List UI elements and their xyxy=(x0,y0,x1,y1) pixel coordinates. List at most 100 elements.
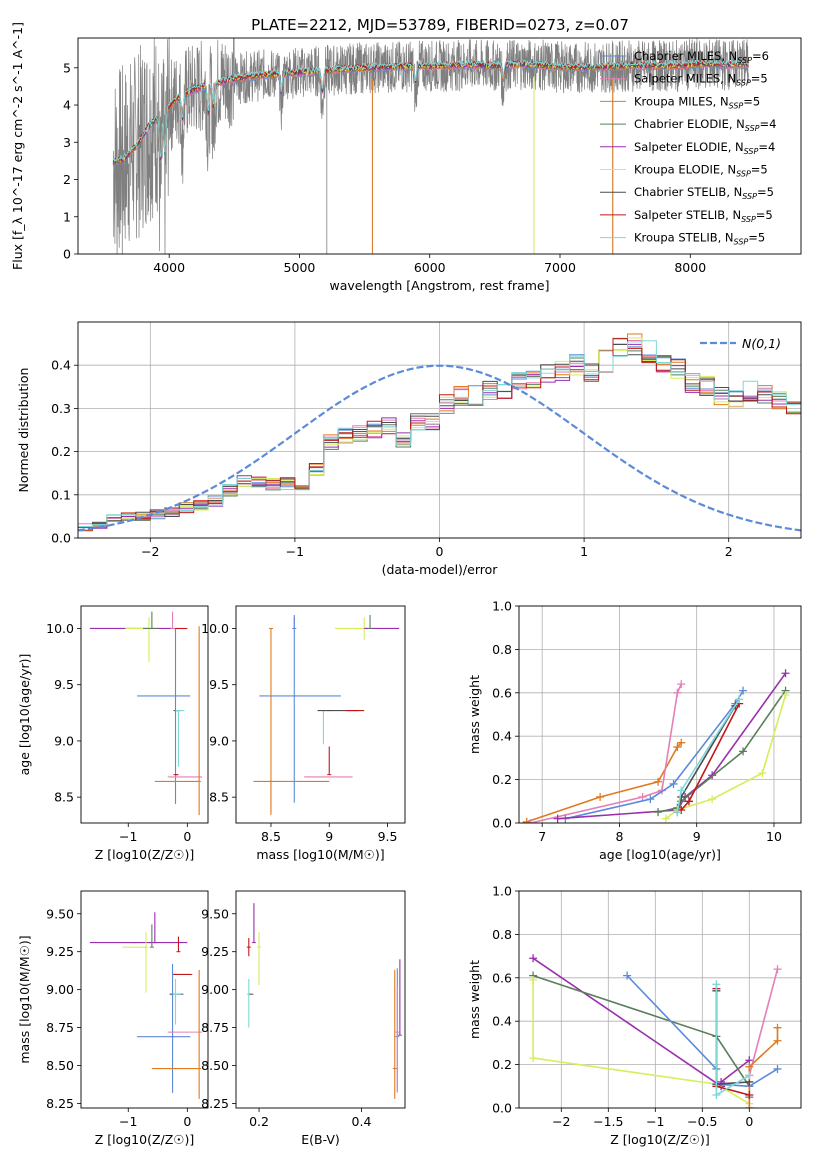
plus-marker xyxy=(708,771,717,780)
plus-marker xyxy=(773,965,782,974)
plot-area xyxy=(78,333,801,532)
y-tick-label: 9.0 xyxy=(209,733,229,748)
plus-marker xyxy=(745,1104,754,1108)
legend-label: Chabrier STELIB, NSSP=5 xyxy=(634,185,774,201)
plus-marker xyxy=(654,777,663,786)
plot-area xyxy=(529,954,782,1108)
x-tick-label: 9.5 xyxy=(378,829,398,844)
axes-frame xyxy=(77,321,802,539)
x-tick-label: 1 xyxy=(580,544,588,559)
spectrum-panel: 4000 5000 6000 7000 8000 0 1 2 3 4 5 wavelength [An… xyxy=(10,22,802,293)
x-tick-label: −1 xyxy=(119,829,137,844)
error-bar-point xyxy=(152,912,157,944)
y-tick-label: 8.25 xyxy=(46,1096,74,1111)
plus-marker xyxy=(673,743,682,752)
y-tick-label: 8.5 xyxy=(54,790,74,805)
x-axis-label: Z [log10(Z/Z☉)] xyxy=(610,1132,710,1147)
plus-marker xyxy=(529,975,538,984)
plus-marker xyxy=(677,680,686,689)
histogram-step xyxy=(78,337,801,531)
plot-area xyxy=(89,611,203,816)
y-tick-label: 10.0 xyxy=(46,621,74,636)
gaussian-curve xyxy=(78,364,801,532)
x-tick-label: 7 xyxy=(538,829,546,844)
x-tick-label: 0 xyxy=(745,1114,753,1129)
spectrum-legend: Chabrier MILES, NSSP=6 Salpeter MILES, NS… xyxy=(600,49,776,247)
error-bar-point xyxy=(397,959,402,1036)
y-tick-label: 8.5 xyxy=(209,790,229,805)
legend-label: Salpeter ELODIE, NSSP=4 xyxy=(634,140,775,156)
y-tick-label: 9.5 xyxy=(209,677,229,692)
plus-marker xyxy=(596,792,605,801)
histogram-step xyxy=(78,340,801,526)
mass-weight-line xyxy=(532,980,750,1105)
legend-label: Chabrier ELODIE, NSSP=4 xyxy=(634,117,776,133)
plot-area xyxy=(246,903,402,1099)
error-bar-point xyxy=(170,611,175,629)
plus-marker xyxy=(677,738,686,747)
y-axis-label: mass [log10(M/M☉)] xyxy=(17,935,32,1063)
x-axis-label: (data-model)/error xyxy=(382,562,499,577)
y-tick-label: 9.25 xyxy=(201,944,229,959)
axes-frame xyxy=(518,605,802,824)
y-axis-label: Flux [f_λ 10^-17 erg cm^-2 s^-1 A^-1] xyxy=(10,22,25,270)
plot-area xyxy=(253,614,400,816)
residual-histogram-panel: −2 −1 0 1 2 0.0 0.1 0.2 0.3 0.4 (data-model)/error… xyxy=(16,321,802,577)
x-tick-label: 0.4 xyxy=(352,1114,372,1129)
y-tick-label: 9.5 xyxy=(54,677,74,692)
x-tick-label: −2 xyxy=(141,544,159,559)
y-tick-label: 2 xyxy=(63,172,71,187)
plus-marker xyxy=(673,688,682,697)
model-spectrum-line xyxy=(112,63,749,167)
x-tick-label: 8 xyxy=(615,829,623,844)
error-bar-point xyxy=(327,746,332,776)
error-bar-point xyxy=(172,979,182,1025)
plus-marker xyxy=(654,808,663,817)
y-tick-label: 0.6 xyxy=(492,970,512,985)
error-bar-point xyxy=(251,903,256,944)
y-tick-label: 0.2 xyxy=(492,772,512,787)
x-axis-label: Z [log10(Z/Z☉)] xyxy=(95,847,195,862)
legend-label: Chabrier MILES, NSSP=6 xyxy=(634,49,769,65)
plus-marker xyxy=(553,814,562,823)
x-tick-label: 9 xyxy=(325,829,333,844)
plus-marker xyxy=(522,817,531,823)
plus-marker xyxy=(745,1071,754,1080)
plus-marker xyxy=(739,686,748,695)
error-bar-point xyxy=(137,963,191,1093)
plot-area xyxy=(522,669,790,823)
error-bar-point xyxy=(151,969,202,1099)
y-tick-label: 0.6 xyxy=(492,685,512,700)
mass-weight-line xyxy=(530,683,682,823)
axes-frame xyxy=(518,890,802,1109)
plus-marker xyxy=(529,1054,538,1063)
x-axis-label: wavelength [Angstrom, rest frame] xyxy=(329,278,549,293)
x-tick-label: −1.5 xyxy=(593,1114,623,1129)
y-tick-label: 0.8 xyxy=(492,642,512,657)
histogram-step xyxy=(78,344,801,528)
y-axis-label: mass weight xyxy=(467,960,482,1039)
error-bar-point xyxy=(246,979,251,1028)
y-tick-label: 9.0 xyxy=(54,733,74,748)
y-tick-label: 10.0 xyxy=(201,621,229,636)
axes-frame xyxy=(235,605,406,824)
figure-title: PLATE=2212, MJD=53789, FIBERID=0273, z=0… xyxy=(251,16,629,34)
y-tick-label: 0.1 xyxy=(51,487,71,502)
y-tick-label: 0.2 xyxy=(51,444,71,459)
x-tick-label: 5000 xyxy=(284,260,316,275)
error-bar-point xyxy=(149,924,154,948)
y-tick-label: 1.0 xyxy=(492,599,512,614)
y-tick-label: 0.8 xyxy=(492,927,512,942)
y-axis-label: Normed distribution xyxy=(16,368,31,493)
error-bar-point xyxy=(125,617,151,663)
x-tick-label: −0.5 xyxy=(687,1114,717,1129)
error-bar-point xyxy=(175,710,185,767)
x-tick-label: −2 xyxy=(552,1114,570,1129)
legend-label: Salpeter MILES, NSSP=5 xyxy=(634,72,768,88)
error-bar-point xyxy=(122,931,148,993)
legend-label: Salpeter STELIB, NSSP=5 xyxy=(634,208,773,224)
y-tick-label: 0.3 xyxy=(51,401,71,416)
y-tick-label: 0.4 xyxy=(51,358,71,373)
legend-label: Kroupa MILES, NSSP=5 xyxy=(634,94,760,110)
